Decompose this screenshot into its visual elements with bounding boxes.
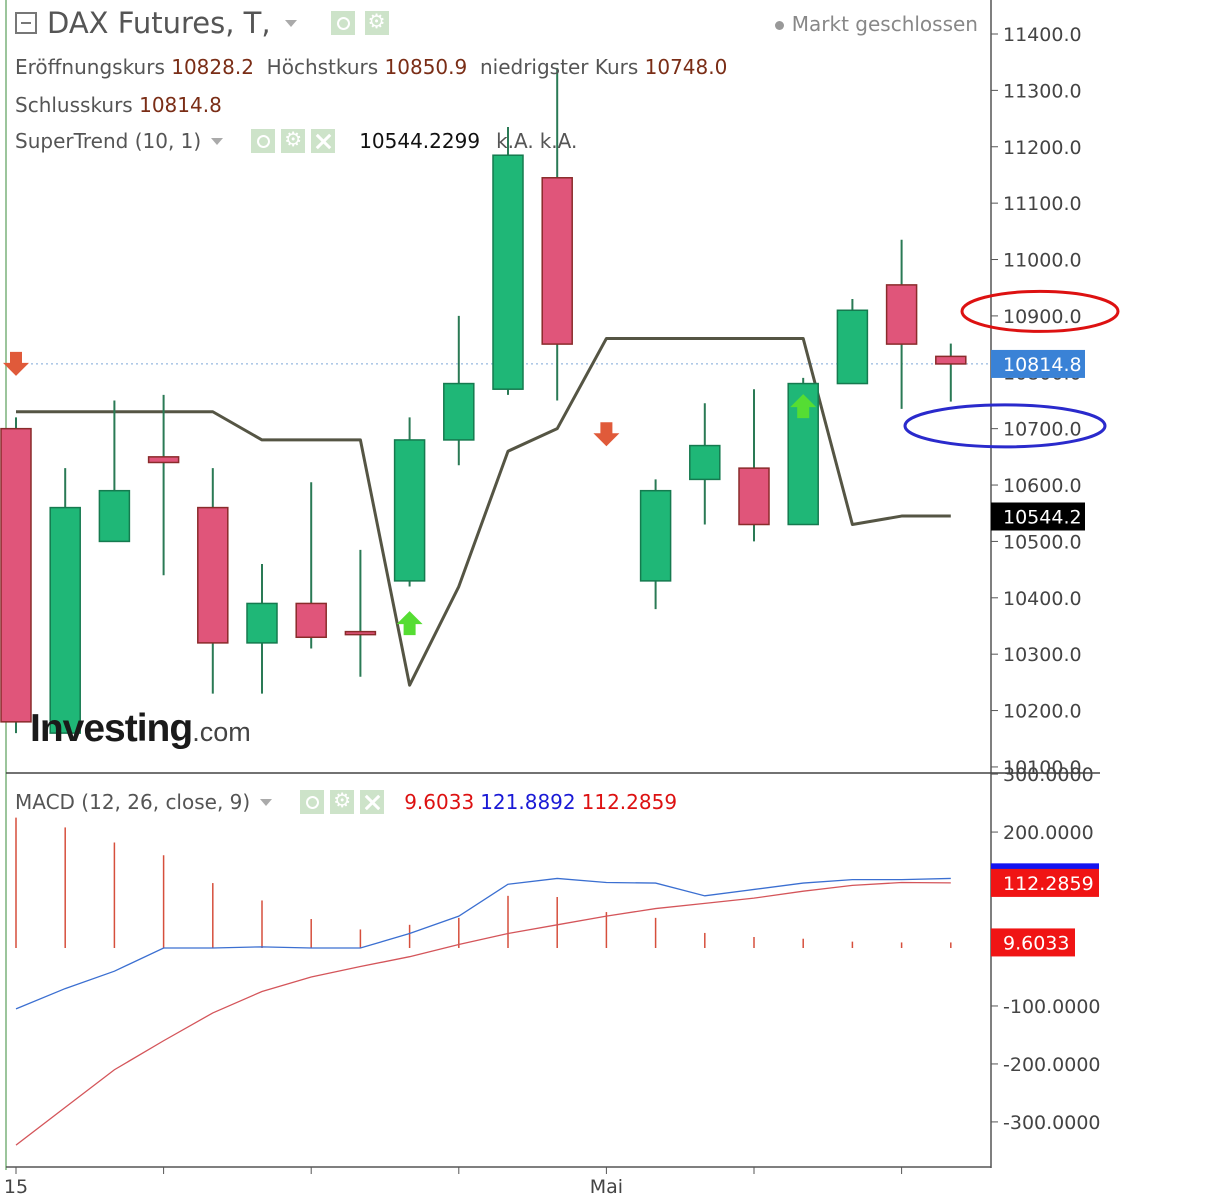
candle-body bbox=[344, 630, 377, 636]
candle-body bbox=[541, 177, 573, 345]
market-status: Markt geschlossen bbox=[774, 12, 978, 36]
open-value: 10828.2 bbox=[171, 55, 254, 79]
price-tick-label: 10500.0 bbox=[1003, 531, 1082, 553]
macd-tag bbox=[991, 868, 1099, 897]
price-tick-label: 10100.0 bbox=[1003, 757, 1082, 779]
macd-label: MACD (12, 26, close, 9) bbox=[15, 790, 251, 814]
macd-tick-label: -300.0000 bbox=[1003, 1112, 1101, 1134]
price-tag bbox=[991, 502, 1085, 531]
sell-arrow-icon bbox=[3, 351, 29, 376]
gear-icon[interactable] bbox=[364, 9, 389, 35]
sell-arrow-icon bbox=[593, 422, 620, 447]
macd-tick-label: -100.0000 bbox=[1003, 996, 1101, 1018]
supertrend-value: 10544.2299 bbox=[359, 129, 481, 153]
close-value: 10814.8 bbox=[139, 93, 222, 117]
annotation-ellipse bbox=[903, 403, 1107, 449]
low-value: 10748.0 bbox=[644, 55, 728, 79]
time-tick-label: 15 bbox=[4, 1176, 28, 1196]
candle-body bbox=[98, 489, 131, 543]
candle-body bbox=[49, 506, 81, 734]
eye-icon[interactable] bbox=[300, 790, 325, 814]
candle-body bbox=[836, 309, 869, 385]
price-tick-label: 10400.0 bbox=[1003, 588, 1082, 610]
price-tick-label: 10700.0 bbox=[1003, 419, 1082, 441]
candle-body bbox=[443, 382, 475, 441]
candle-body bbox=[197, 506, 229, 644]
dropdown-caret-icon[interactable] bbox=[260, 798, 273, 806]
eye-icon[interactable] bbox=[251, 129, 276, 153]
signal-line bbox=[15, 881, 951, 1146]
buy-arrow-icon bbox=[396, 611, 423, 636]
collapse-icon[interactable] bbox=[15, 12, 37, 34]
price-tick-label: 10900.0 bbox=[1003, 306, 1082, 328]
supertrend-legend: SuperTrend (10, 1) 10544.2299 k.A. k.A. bbox=[15, 127, 577, 153]
eye-icon[interactable] bbox=[330, 11, 355, 35]
gear-icon[interactable] bbox=[330, 788, 355, 814]
macd-tag-label: 9.6033 bbox=[1003, 932, 1069, 954]
macd-tag-label: 112.2859 bbox=[1003, 873, 1094, 895]
price-tick-label: 10600.0 bbox=[1003, 475, 1082, 497]
price-tick-label: 10300.0 bbox=[1003, 644, 1082, 666]
candle-body bbox=[0, 427, 32, 723]
status-dot-icon bbox=[774, 21, 784, 30]
candle-body bbox=[295, 602, 327, 639]
macd-legend: MACD (12, 26, close, 9) 9.6033 121.8892 … bbox=[15, 788, 678, 814]
close-icon[interactable] bbox=[311, 129, 336, 153]
candle-body bbox=[639, 489, 672, 582]
dropdown-caret-icon[interactable] bbox=[211, 137, 224, 145]
price-tag bbox=[991, 349, 1085, 378]
supertrend-label: SuperTrend (10, 1) bbox=[15, 129, 202, 153]
candle-body bbox=[246, 602, 278, 644]
candle-body bbox=[393, 439, 426, 582]
chart-title-row: DAX Futures, T, bbox=[15, 6, 389, 40]
candle-body bbox=[738, 467, 770, 526]
close-icon[interactable] bbox=[360, 790, 385, 814]
chart-title: DAX Futures, T, bbox=[47, 6, 271, 40]
candle-body bbox=[935, 355, 967, 365]
candle-body bbox=[885, 284, 918, 345]
price-tick-label: 11000.0 bbox=[1003, 250, 1082, 272]
dropdown-caret-icon[interactable] bbox=[284, 19, 297, 27]
ohlc-row: Eröffnungskurs 10828.2 Höchstkurs 10850.… bbox=[15, 55, 728, 79]
macd-line-value: 121.8892 bbox=[480, 790, 576, 814]
price-tick-label: 11400.0 bbox=[1003, 24, 1082, 46]
close-row: Schlusskurs 10814.8 bbox=[15, 93, 222, 117]
price-tag-label: 10814.8 bbox=[1003, 354, 1082, 376]
price-tick-label: 11300.0 bbox=[1003, 80, 1082, 102]
macd-signal-value: 112.2859 bbox=[581, 790, 678, 814]
candle-body bbox=[492, 154, 524, 390]
price-tick-label: 11200.0 bbox=[1003, 137, 1082, 159]
investing-logo: Investing.com bbox=[30, 707, 251, 750]
macd-tick-label: 200.0000 bbox=[1003, 822, 1094, 844]
annotation-ellipse bbox=[960, 289, 1120, 333]
macd-tick-label: -200.0000 bbox=[1003, 1054, 1101, 1076]
candle-body bbox=[147, 456, 180, 464]
time-tick-label: Mai bbox=[590, 1176, 623, 1196]
macd-tick-label: 300.0000 bbox=[1003, 764, 1094, 786]
macd-line bbox=[15, 877, 951, 1010]
macd-tag bbox=[991, 928, 1075, 957]
price-tick-label: 10200.0 bbox=[1003, 701, 1082, 723]
macd-hist-value: 9.6033 bbox=[404, 790, 475, 814]
candle-body bbox=[689, 444, 721, 481]
buy-arrow-icon bbox=[790, 394, 817, 419]
price-tag-label: 10544.2 bbox=[1003, 507, 1082, 529]
high-value: 10850.9 bbox=[384, 55, 468, 79]
price-tick-label: 11100.0 bbox=[1003, 193, 1082, 215]
supertrend-line bbox=[16, 336, 951, 687]
gear-icon[interactable] bbox=[281, 127, 306, 153]
